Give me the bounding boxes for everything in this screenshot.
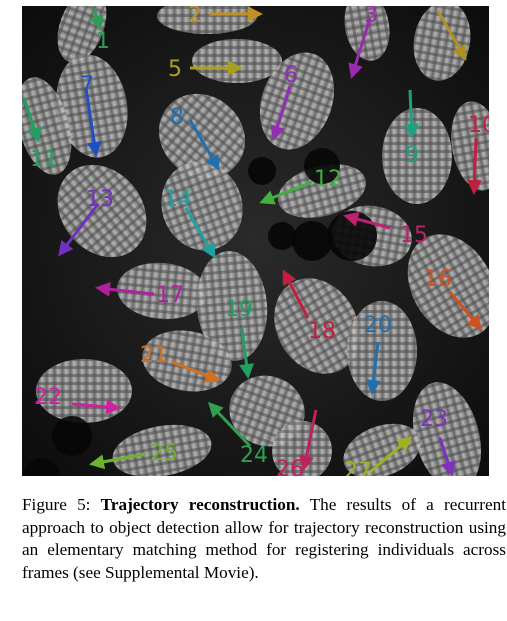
comb-cell [248,157,276,185]
track-label: 13 [86,187,114,212]
track-label: 15 [400,223,428,248]
track-label: 12 [314,167,342,192]
track-label: 22 [34,385,62,410]
track-label: 20 [364,313,392,338]
track-label: 27 [344,459,372,476]
caption-figure-label: Figure 5: [22,495,90,514]
track-label: 9 [405,143,419,168]
track-label: 25 [150,441,178,466]
trajectory-figure: 1234567891011121314151617181920212223242… [22,6,489,476]
track-label: 23 [420,407,448,432]
track-label: 16 [424,267,452,292]
trajectory-arrow [474,138,476,192]
track-label: 5 [168,57,182,82]
comb-cell [292,221,332,261]
track-label: 8 [170,105,184,130]
track-label: 2 [188,6,202,28]
figure-caption: Figure 5: Trajectory reconstruction. The… [22,494,506,584]
bee-image: 1234567891011121314151617181920212223242… [22,6,489,476]
track-label: 10 [468,113,489,138]
comb-cell [268,222,296,250]
track-label: 4 [434,6,448,12]
track-label: 18 [308,319,336,344]
track-label: 24 [240,443,268,468]
track-label: 3 [364,6,378,28]
track-label: 11 [30,147,58,172]
track-label: 26 [276,457,304,476]
track-label: 1 [96,29,110,54]
track-label: 7 [80,73,94,98]
trajectory-arrow [410,90,412,136]
track-label: 21 [140,343,168,368]
track-label: 6 [284,63,298,88]
caption-title: Trajectory reconstruction. [101,495,300,514]
track-label: 14 [164,187,192,212]
comb-cell [52,416,92,456]
bee-body [192,39,282,83]
track-label: 17 [156,283,184,308]
track-label: 19 [225,297,253,322]
